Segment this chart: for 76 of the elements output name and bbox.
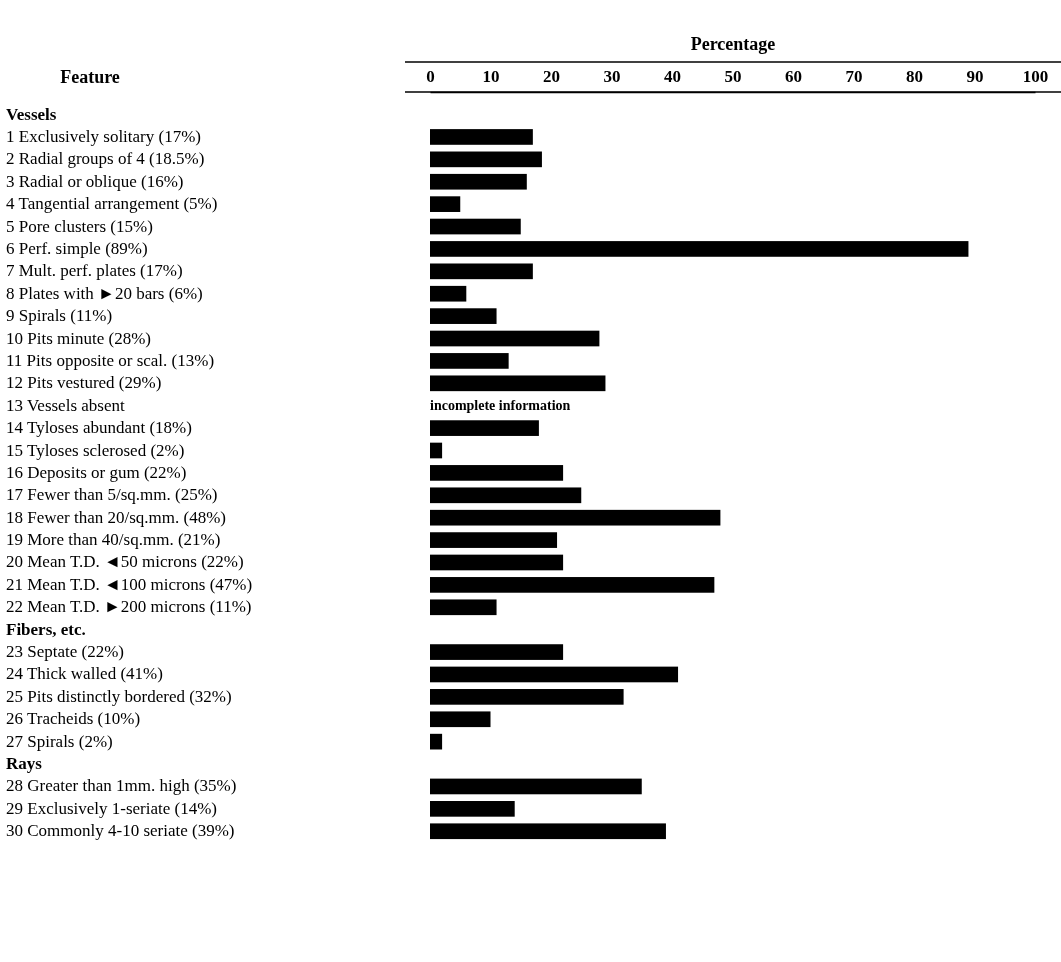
- x2-tick-label: 90: [966, 67, 984, 86]
- y-tick-label: 1 Exclusively solitary (17%): [6, 126, 201, 146]
- y-tick-label: 28 Greater than 1mm. high (35%): [6, 776, 237, 796]
- y-tick-label: 15 Tyloses sclerosed (2%): [6, 440, 185, 460]
- bar: [430, 778, 642, 795]
- bar: [430, 442, 443, 459]
- y-tick-label: 17 Fewer than 5/sq.mm. (25%): [6, 485, 218, 505]
- x2-tick-label: 100: [1022, 67, 1049, 86]
- bar: [430, 711, 491, 728]
- x2-axis-title: Percentage: [690, 34, 776, 54]
- bar: [430, 599, 497, 616]
- bar: [430, 285, 467, 302]
- bar: [430, 733, 443, 750]
- bar: [430, 173, 527, 190]
- bar: [430, 330, 600, 347]
- y-tick-label: 21 Mean T.D. ◄100 microns (47%): [6, 574, 253, 594]
- bar: [430, 801, 515, 817]
- y-tick-label: Rays: [6, 754, 43, 774]
- bar: [430, 308, 497, 324]
- x2-tick-label: 30: [603, 67, 621, 86]
- y-axis-title: Feature: [60, 67, 120, 87]
- y-tick-label: 2 Radial groups of 4 (18.5%): [6, 149, 205, 169]
- bar: [430, 263, 533, 280]
- x2-tick-label: 10: [482, 67, 500, 86]
- bar: [430, 151, 542, 168]
- y-tick-label: 23 Septate (22%): [6, 642, 125, 662]
- y-tick-label: Fibers, etc.: [6, 619, 86, 639]
- bar: [430, 554, 564, 571]
- bar: [430, 375, 606, 392]
- bar: [430, 577, 715, 593]
- y-tick-label: 20 Mean T.D. ◄50 microns (22%): [6, 552, 244, 572]
- bar: [430, 532, 558, 548]
- bar: [430, 823, 666, 840]
- bar: [430, 689, 624, 705]
- bar: [430, 465, 564, 481]
- y-tick-label: 24 Thick walled (41%): [6, 664, 163, 684]
- bar: [430, 218, 521, 235]
- y-tick-label: 18 Fewer than 20/sq.mm. (48%): [6, 507, 227, 527]
- bar: [430, 241, 969, 257]
- y-tick-label: 29 Exclusively 1-seriate (14%): [6, 798, 218, 818]
- bar: [430, 487, 582, 504]
- bar: [430, 509, 721, 526]
- x2-tick-label: 0: [426, 67, 435, 86]
- y-tick-label: 30 Commonly 4-10 seriate (39%): [6, 821, 235, 841]
- bar: [430, 353, 509, 369]
- x2-tick-label: 20: [543, 67, 560, 86]
- y-tick-label: 9 Spirals (11%): [6, 306, 113, 326]
- y-tick-label: Vessels: [6, 104, 57, 124]
- x2-tick-label: 80: [906, 67, 923, 86]
- y-tick-label: 19 More than 40/sq.mm. (21%): [6, 530, 221, 550]
- y-tick-label: 8 Plates with ►20 bars (6%): [6, 283, 203, 303]
- y-tick-label: 25 Pits distinctly bordered (32%): [6, 686, 232, 706]
- x2-tick-label: 60: [785, 67, 802, 86]
- y-tick-label: 16 Deposits or gum (22%): [6, 462, 187, 482]
- y-tick-label: 22 Mean T.D. ►200 microns (11%): [6, 597, 252, 617]
- y-tick-label: 3 Radial or oblique (16%): [6, 171, 184, 191]
- y-tick-label: 26 Tracheids (10%): [6, 709, 141, 729]
- y-tick-label: 13 Vessels absent: [6, 395, 125, 415]
- bar: [430, 420, 539, 436]
- bar: [430, 666, 679, 683]
- x2-tick-label: 50: [724, 67, 742, 86]
- y-tick-label: 27 Spirals (2%): [6, 731, 113, 751]
- y-tick-label: 6 Perf. simple (89%): [6, 238, 148, 258]
- x2-tick-label: 70: [845, 67, 863, 86]
- bar: [430, 644, 564, 660]
- y-tick-label: 14 Tyloses abundant (18%): [6, 418, 192, 438]
- bar: [430, 129, 533, 145]
- y-tick-label: 11 Pits opposite or scal. (13%): [6, 350, 215, 370]
- y-tick-label: 12 Pits vestured (29%): [6, 373, 162, 393]
- y-tick-label: 5 Pore clusters (15%): [6, 216, 153, 236]
- annotation: incomplete information: [430, 397, 571, 413]
- x2-tick-label: 40: [664, 67, 681, 86]
- y-tick-label: 7 Mult. perf. plates (17%): [6, 261, 183, 281]
- bar: [430, 196, 461, 212]
- y-tick-label: 10 Pits minute (28%): [6, 328, 151, 348]
- y-tick-label: 4 Tangential arrangement (5%): [6, 194, 218, 214]
